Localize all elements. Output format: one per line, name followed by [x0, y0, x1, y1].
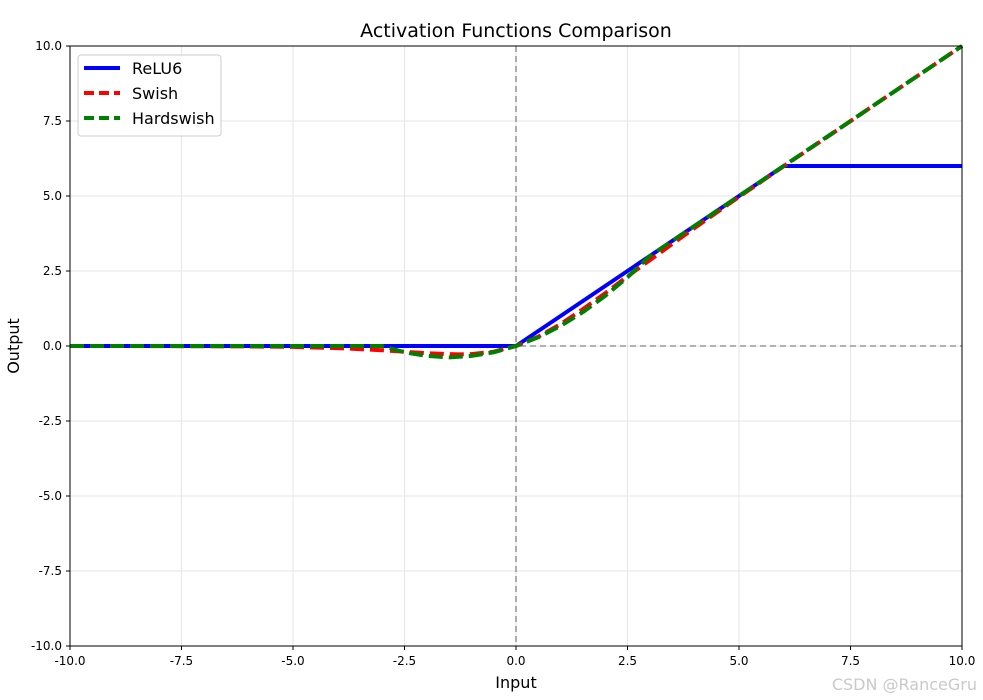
legend-label-swish: Swish: [132, 84, 178, 103]
y-tick-label: 5.0: [43, 189, 62, 203]
y-axis-label: Output: [4, 318, 23, 374]
x-tick-label: 7.5: [841, 654, 860, 668]
legend-box: [77, 54, 222, 137]
chart-title: Activation Functions Comparison: [360, 20, 672, 42]
y-axis-ticks: -10.0 -7.5 -5.0 -2.5 0.0 2.5 5.0 7.5 10.0: [31, 39, 70, 653]
legend-label-relu6: ReLU6: [132, 59, 182, 78]
x-axis-label: Input: [495, 673, 536, 692]
y-tick-label: -2.5: [39, 414, 62, 428]
y-tick-label: 10.0: [35, 39, 62, 53]
x-axis-ticks: -10.0 -7.5 -5.0 -2.5 0.0 2.5 5.0 7.5 10.0: [54, 646, 975, 668]
series-line-hardswish: [70, 44, 964, 360]
y-tick-label: -7.5: [39, 564, 62, 578]
x-tick-label: -2.5: [393, 654, 416, 668]
y-tick-label: -5.0: [39, 489, 62, 503]
y-tick-label: -10.0: [31, 639, 62, 653]
watermark: CSDN @RanceGru: [831, 675, 977, 694]
x-tick-label: 5.0: [729, 654, 748, 668]
x-tick-label: -7.5: [170, 654, 193, 668]
legend: ReLU6 Swish Hardswish: [77, 54, 222, 137]
x-tick-label: 0.0: [506, 654, 525, 668]
series-group: [69, 44, 964, 360]
x-tick-label: 2.5: [618, 654, 637, 668]
y-tick-label: 7.5: [43, 114, 62, 128]
y-tick-label: 2.5: [43, 264, 62, 278]
y-tick-label: 0.0: [43, 339, 62, 353]
x-tick-label: -5.0: [281, 654, 304, 668]
x-tick-label: 10.0: [949, 654, 976, 668]
legend-label-hardswish: Hardswish: [132, 109, 215, 128]
x-tick-label: -10.0: [54, 654, 85, 668]
